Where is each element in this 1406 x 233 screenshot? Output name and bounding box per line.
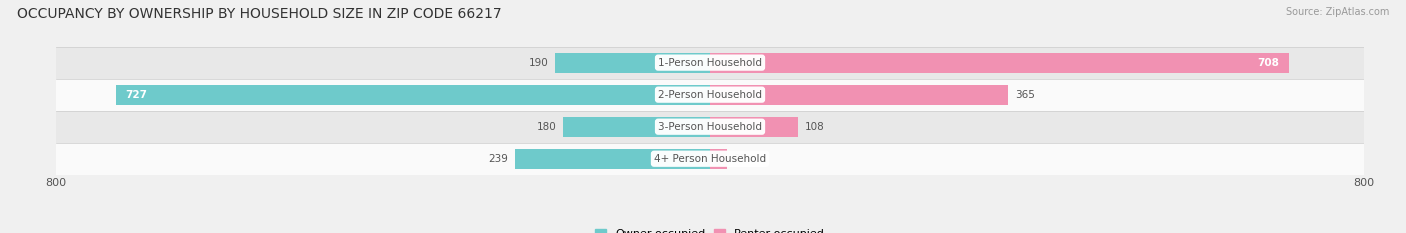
Text: 108: 108: [804, 122, 824, 132]
Bar: [562, 117, 710, 137]
Bar: [555, 53, 710, 72]
Legend: Owner-occupied, Renter-occupied: Owner-occupied, Renter-occupied: [591, 225, 830, 233]
Bar: [115, 85, 710, 105]
Text: 1-Person Household: 1-Person Household: [658, 58, 762, 68]
Bar: [515, 149, 710, 169]
Text: 239: 239: [488, 154, 508, 164]
Bar: [56, 79, 1364, 111]
Text: 365: 365: [1015, 90, 1035, 100]
Bar: [710, 117, 799, 137]
Text: 3-Person Household: 3-Person Household: [658, 122, 762, 132]
Bar: [710, 149, 727, 169]
Text: 190: 190: [529, 58, 548, 68]
Text: Source: ZipAtlas.com: Source: ZipAtlas.com: [1285, 7, 1389, 17]
Bar: [56, 143, 1364, 175]
Text: 2-Person Household: 2-Person Household: [658, 90, 762, 100]
Text: 708: 708: [1257, 58, 1279, 68]
Text: 727: 727: [125, 90, 148, 100]
Bar: [56, 111, 1364, 143]
Text: OCCUPANCY BY OWNERSHIP BY HOUSEHOLD SIZE IN ZIP CODE 66217: OCCUPANCY BY OWNERSHIP BY HOUSEHOLD SIZE…: [17, 7, 502, 21]
Text: 21: 21: [734, 154, 747, 164]
Text: 180: 180: [537, 122, 557, 132]
Bar: [56, 47, 1364, 79]
Bar: [710, 85, 1008, 105]
Bar: [710, 53, 1289, 72]
Text: 4+ Person Household: 4+ Person Household: [654, 154, 766, 164]
